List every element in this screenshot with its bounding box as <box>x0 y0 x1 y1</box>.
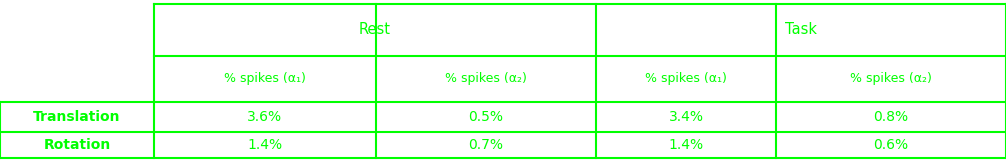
Text: 3.4%: 3.4% <box>669 110 703 124</box>
Text: 1.4%: 1.4% <box>247 138 283 152</box>
Text: 0.8%: 0.8% <box>873 110 908 124</box>
Text: 1.4%: 1.4% <box>668 138 703 152</box>
Text: Task: Task <box>785 23 817 37</box>
Text: Rest: Rest <box>359 23 391 37</box>
Text: % spikes (α₂): % spikes (α₂) <box>850 73 932 86</box>
Text: % spikes (α₁): % spikes (α₁) <box>645 73 727 86</box>
Text: Translation: Translation <box>33 110 121 124</box>
Text: 3.6%: 3.6% <box>247 110 283 124</box>
Text: 0.5%: 0.5% <box>469 110 503 124</box>
Text: % spikes (α₁): % spikes (α₁) <box>224 73 306 86</box>
Text: % spikes (α₂): % spikes (α₂) <box>445 73 527 86</box>
Text: 0.7%: 0.7% <box>469 138 503 152</box>
Text: Rotation: Rotation <box>43 138 111 152</box>
Text: 0.6%: 0.6% <box>873 138 908 152</box>
